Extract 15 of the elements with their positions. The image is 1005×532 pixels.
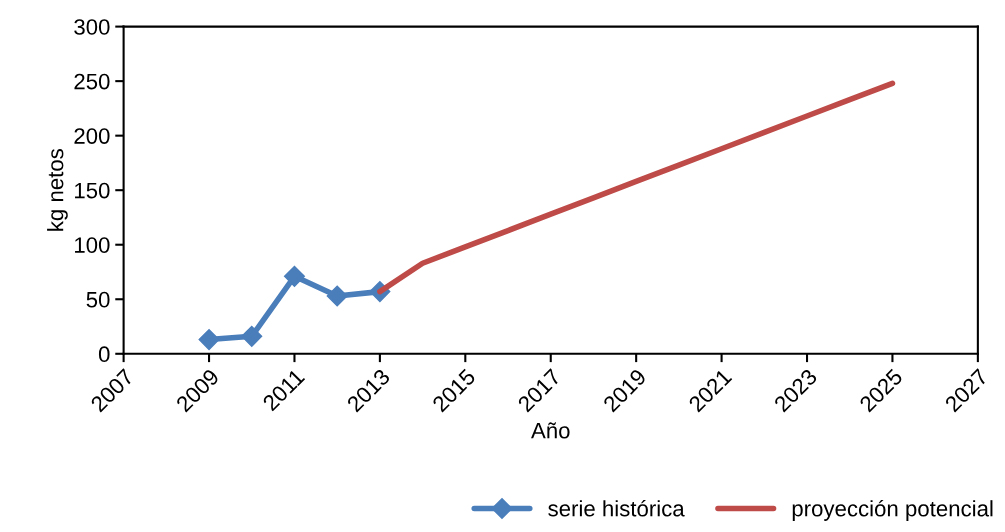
y-tick-label: 250 bbox=[74, 73, 110, 90]
point bbox=[283, 265, 305, 287]
x-axis-title: Año bbox=[531, 422, 570, 439]
y-tick-label: 100 bbox=[75, 237, 110, 253]
point bbox=[241, 325, 263, 347]
y-tick-label: 200 bbox=[74, 128, 110, 144]
y-axis-title: kg netos bbox=[47, 148, 68, 231]
y-tick-label: 0 bbox=[98, 346, 110, 363]
legend-label: proyección potencial bbox=[792, 499, 993, 521]
y-tick-label: 300 bbox=[74, 19, 110, 35]
y-tick-label: 150 bbox=[75, 182, 110, 199]
point bbox=[326, 285, 348, 307]
point bbox=[198, 329, 220, 351]
legend-label: serie histórica bbox=[548, 499, 685, 517]
y-tick-label: 50 bbox=[86, 291, 110, 308]
